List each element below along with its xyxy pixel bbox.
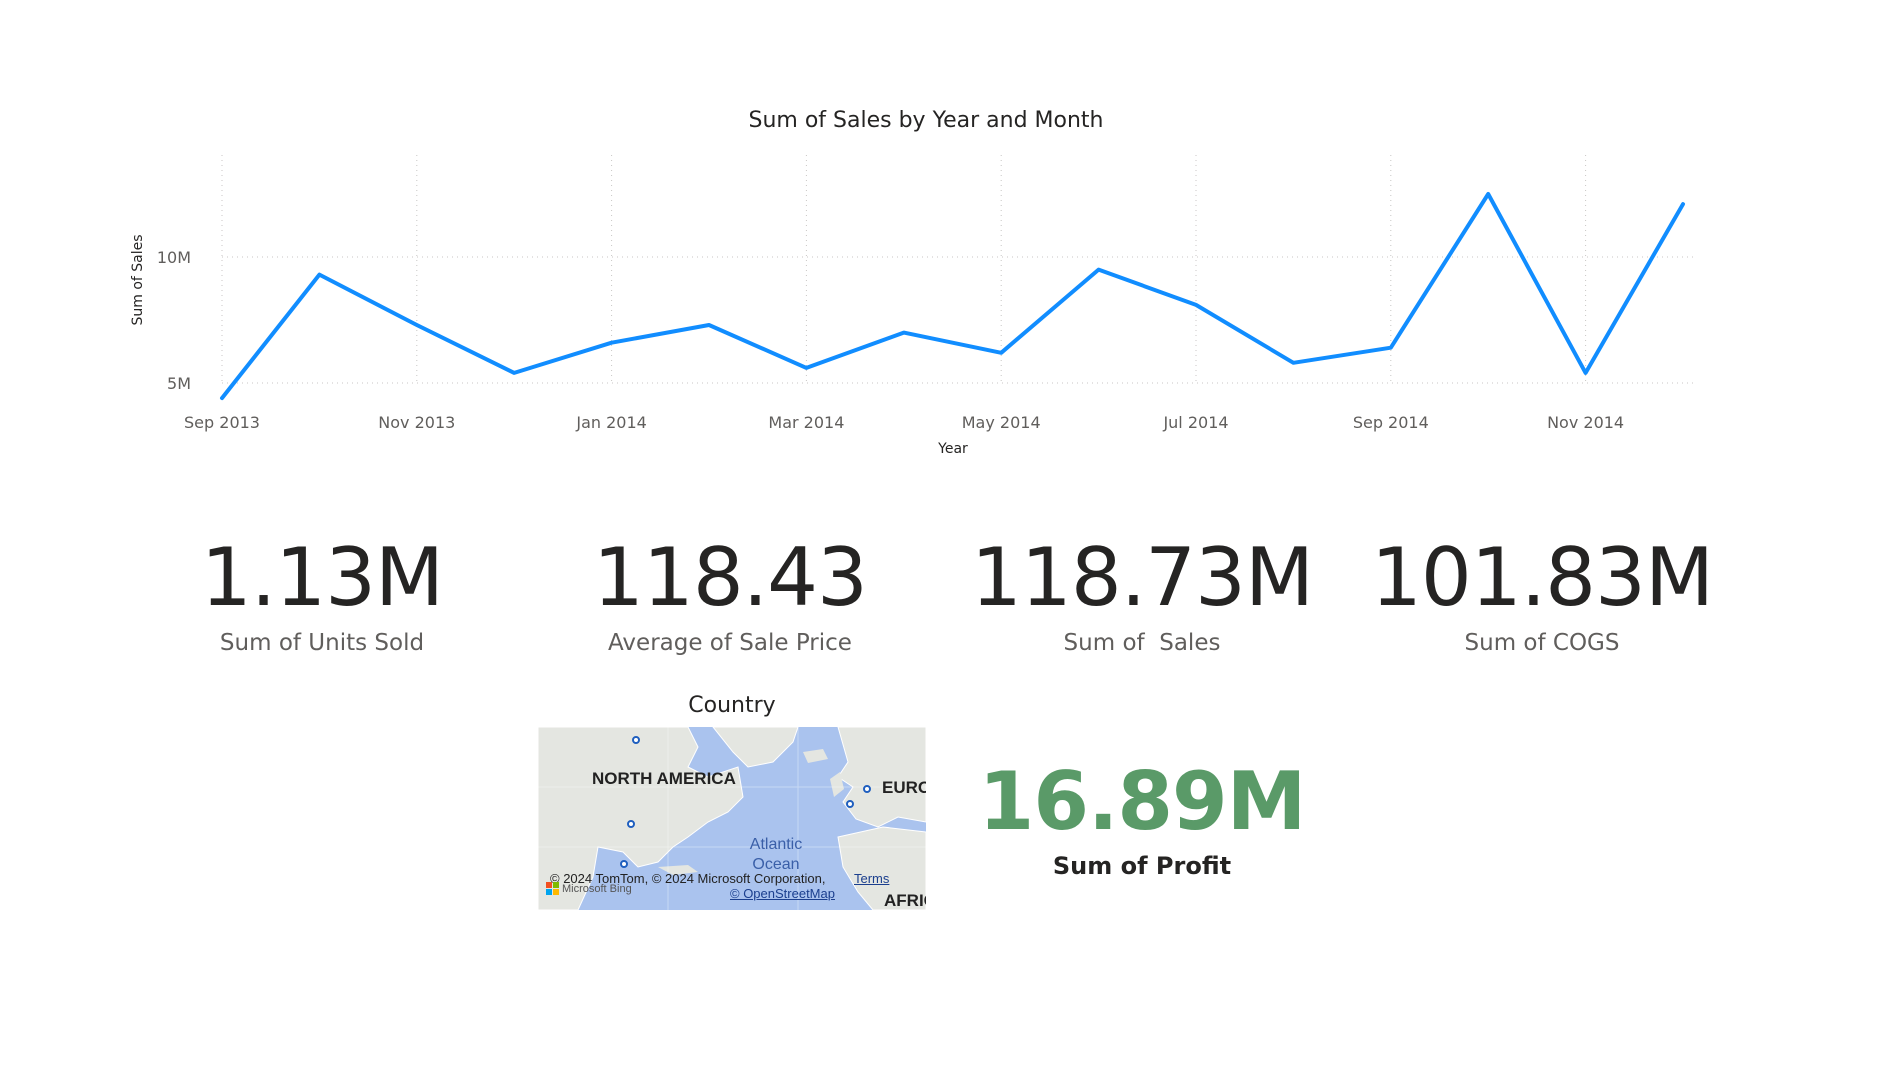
x-tick-label: Sep 2014: [1353, 413, 1429, 432]
land-caribbean: [658, 865, 698, 875]
microsoft-logo-icon: [546, 882, 559, 895]
map-title: Country: [688, 693, 776, 718]
map-osm-link[interactable]: © OpenStreetMap: [730, 886, 835, 901]
sales-series-line[interactable]: [220, 192, 1685, 401]
label-europe: EURO: [882, 778, 926, 797]
kpi-card-sales[interactable]: 118.73M Sum of Sales: [942, 538, 1342, 655]
x-tick-label: Jan 2014: [575, 413, 646, 432]
kpi-value: 101.83M: [1371, 531, 1714, 624]
data-point-aug-2014[interactable]: [1290, 360, 1296, 366]
data-point-sep-2014[interactable]: [1388, 345, 1394, 351]
y-tick-label: 10M: [157, 248, 191, 267]
label-atlantic-ocean: Atlantic Ocean: [734, 835, 818, 875]
sales-line-chart: Sum of Sales by Year and Month 5M 10M Sep…: [130, 108, 1697, 457]
data-point-may-2014[interactable]: [998, 350, 1004, 356]
country-marker-france[interactable]: [846, 800, 854, 808]
kpi-card-profit[interactable]: 16.89M Sum of Profit: [942, 755, 1342, 880]
kpi-card-sale-price[interactable]: 118.43 Average of Sale Price: [530, 538, 930, 655]
country-map[interactable]: NORTH AMERICA EURO AFRIC Atlantic Ocean …: [538, 727, 926, 910]
kpi-card-cogs[interactable]: 101.83M Sum of COGS: [1342, 538, 1742, 655]
data-point-jun-2014[interactable]: [1096, 267, 1102, 273]
map-terms-link[interactable]: Terms: [854, 871, 890, 886]
data-point-nov-2014[interactable]: [1583, 370, 1589, 376]
sales-series-points: [219, 191, 1686, 401]
data-point-dec-2014[interactable]: [1680, 201, 1686, 207]
country-marker-germany[interactable]: [863, 785, 871, 793]
land-europe: [837, 727, 926, 828]
country-marker-canada[interactable]: [632, 736, 640, 744]
land-iceland: [803, 749, 828, 763]
data-point-nov-2013[interactable]: [414, 322, 420, 328]
y-axis-title: Sum of Sales: [130, 234, 146, 325]
x-tick-label: Jul 2014: [1162, 413, 1228, 432]
map-bing-logo: Microsoft Bing: [546, 882, 632, 895]
kpi-value: 118.43: [593, 531, 868, 624]
data-point-apr-2014[interactable]: [901, 330, 907, 336]
data-point-oct-2013[interactable]: [316, 272, 322, 278]
data-point-dec-2013[interactable]: [511, 370, 517, 376]
ocean-label-line2: Ocean: [752, 856, 800, 873]
kpi-label: Sum of Sales: [1063, 630, 1221, 656]
data-point-feb-2014[interactable]: [706, 322, 712, 328]
country-marker-mexico[interactable]: [620, 860, 628, 868]
kpi-value: 16.89M: [978, 755, 1307, 848]
data-point-jan-2014[interactable]: [609, 340, 615, 346]
country-marker-usa[interactable]: [627, 820, 635, 828]
land-greenland: [712, 727, 799, 768]
data-point-oct-2014[interactable]: [1485, 191, 1491, 197]
x-tick-label: May 2014: [962, 413, 1041, 432]
bing-label: Microsoft Bing: [562, 882, 632, 895]
x-axis-title: Year: [937, 441, 968, 457]
x-axis-ticks: Sep 2013 Nov 2013 Jan 2014 Mar 2014 May 2014…: [184, 413, 1624, 432]
chart-title: Sum of Sales by Year and Month: [749, 108, 1104, 133]
map-land-shapes: [538, 727, 926, 910]
data-point-sep-2013[interactable]: [219, 395, 225, 401]
label-north-america: NORTH AMERICA: [592, 769, 736, 788]
ocean-label-line1: Atlantic: [749, 836, 803, 853]
x-tick-label: Sep 2013: [184, 413, 260, 432]
kpi-label: Sum of Units Sold: [219, 630, 425, 656]
y-tick-label: 5M: [167, 374, 191, 393]
x-tick-label: Mar 2014: [768, 413, 844, 432]
kpi-label: Average of Sale Price: [608, 630, 852, 656]
data-point-mar-2014[interactable]: [803, 365, 809, 371]
land-uk: [830, 772, 844, 797]
kpi-label: Sum of COGS: [1464, 630, 1620, 656]
land-north-america: [538, 727, 744, 910]
kpi-value: 118.73M: [971, 531, 1314, 624]
land-africa: [837, 826, 926, 910]
map-graticule: [538, 727, 926, 910]
y-axis-ticks: 5M 10M: [157, 248, 191, 393]
chart-gridlines: [221, 155, 1697, 384]
data-point-jul-2014[interactable]: [1193, 302, 1199, 308]
x-tick-label: Nov 2013: [378, 413, 455, 432]
kpi-label: Sum of Profit: [1052, 852, 1232, 880]
kpi-card-units-sold[interactable]: 1.13M Sum of Units Sold: [122, 538, 522, 655]
kpi-value: 1.13M: [200, 531, 444, 624]
x-tick-label: Nov 2014: [1547, 413, 1624, 432]
map-copyright: © 2024 TomTom, © 2024 Microsoft Corporat…: [550, 871, 826, 886]
label-africa: AFRIC: [884, 891, 926, 910]
